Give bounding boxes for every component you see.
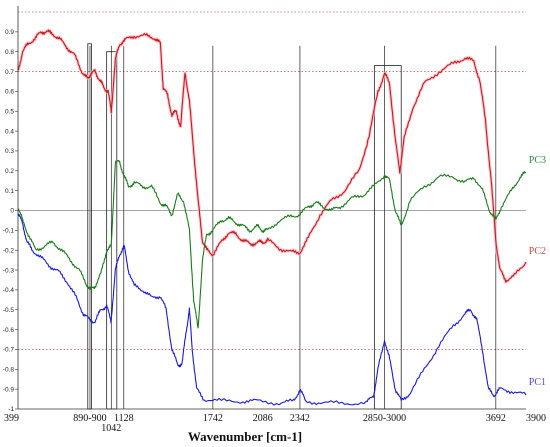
y-tick-label: -0.5	[3, 307, 15, 314]
x-tick-label: 2086	[253, 413, 273, 424]
x-tick-label: 2342	[290, 413, 310, 424]
y-tick-label: -0.8	[3, 367, 15, 374]
series-pc2-halo	[16, 28, 528, 284]
highlight-box	[87, 43, 92, 410]
y-axis-ticks: 0.9 0.8 0.7 0.6 0.5 0.4 0.3 0.2 0.1 0 -0.1 -0.2 -0.3…	[3, 29, 18, 413]
x-tick-label: 890-900	[73, 413, 106, 424]
series-line-pc3	[17, 159, 527, 329]
series-label-pc3: PC3	[529, 155, 546, 166]
y-tick-label: 0.9	[5, 29, 14, 36]
y-tick-label: 0.8	[5, 49, 14, 56]
highlight-box	[373, 65, 402, 410]
x-tick-label: 1128	[114, 413, 134, 424]
x-tick-label: 1742	[203, 413, 223, 424]
y-tick-label: -0.7	[3, 347, 15, 354]
y-tick-label: -0.6	[3, 327, 15, 334]
series-line-pc2	[17, 29, 527, 283]
y-tick-label: 0.2	[5, 168, 14, 175]
y-tick-label: -0.1	[3, 228, 15, 235]
y-tick-label: -0.9	[3, 386, 15, 393]
x-tick-label: 3900	[526, 413, 546, 424]
x-tick-label: 399	[4, 413, 19, 424]
y-tick-label: -0.4	[3, 287, 15, 294]
y-tick-label: 0.1	[5, 188, 14, 195]
y-tick-label: 0.7	[5, 69, 14, 76]
series-labels: PC1 PC2 PC3	[529, 155, 546, 388]
y-tick-label: -0.2	[3, 247, 15, 254]
x-tick-label: 2850-3000	[363, 413, 406, 424]
y-tick-label: 0.3	[5, 148, 14, 155]
y-tick-label: -0.3	[3, 267, 15, 274]
y-tick-label: 0	[10, 208, 14, 215]
y-tick-label: 0.5	[5, 108, 14, 115]
reference-lines	[18, 11, 526, 350]
highlight-boxes	[87, 43, 402, 410]
x-tick-label: 3692	[486, 413, 506, 424]
y-tick-label: 0.6	[5, 89, 14, 96]
series-label-pc1: PC1	[529, 377, 546, 388]
y-tick-label: -1	[8, 406, 14, 413]
series-line-pc1	[17, 213, 527, 406]
x-axis-label: Wavenumber [cm-1]	[188, 429, 302, 444]
y-tick-label: 0.4	[5, 128, 14, 135]
series-label-pc2: PC2	[529, 246, 546, 257]
axes	[17, 6, 526, 410]
series-group	[16, 28, 528, 406]
x-tick-label: 1042	[101, 423, 121, 434]
